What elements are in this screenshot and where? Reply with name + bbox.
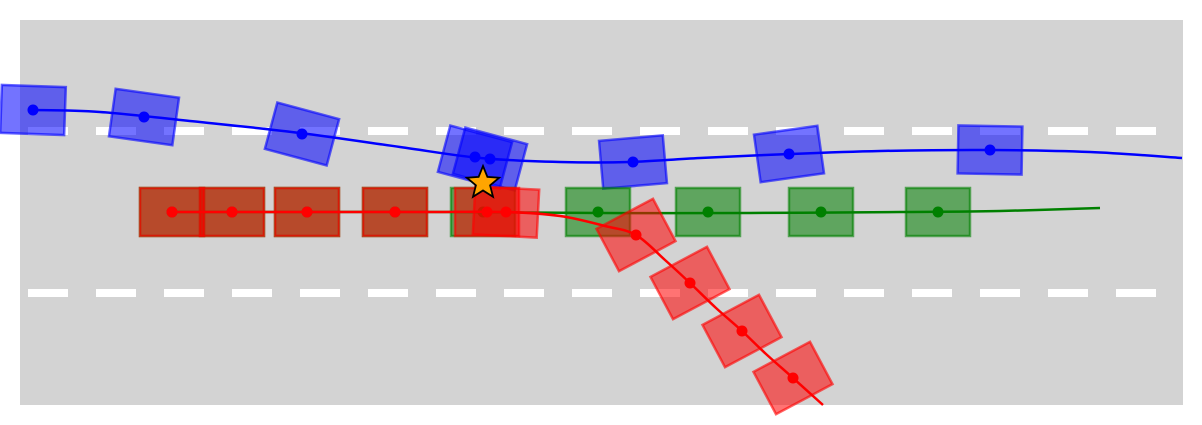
red-vehicle-point-5 xyxy=(500,206,512,218)
red-vehicle-points xyxy=(166,206,799,384)
red-vehicle xyxy=(138,185,835,416)
blue-vehicle-point-0 xyxy=(27,104,39,116)
red-vehicle-point-3 xyxy=(389,206,401,218)
blue-vehicle-point-5 xyxy=(627,156,639,168)
blue-vehicle-point-4 xyxy=(484,153,496,165)
blue-vehicle-point-6 xyxy=(783,148,795,160)
blue-vehicle-point-3 xyxy=(469,151,481,163)
blue-vehicle-point-1 xyxy=(138,111,150,123)
red-vehicle-point-9 xyxy=(787,372,799,384)
red-vehicle-point-2 xyxy=(301,206,313,218)
red-vehicle-point-0 xyxy=(166,206,178,218)
green-vehicle-point-8 xyxy=(932,206,944,218)
blue-vehicle xyxy=(0,83,1183,192)
green-vehicle-point-7 xyxy=(815,206,827,218)
red-vehicle-point-1 xyxy=(226,206,238,218)
agents-layer xyxy=(0,83,1183,416)
red-vehicle-point-8 xyxy=(736,325,748,337)
red-vehicle-point-6 xyxy=(630,229,642,241)
blue-vehicle-point-7 xyxy=(984,144,996,156)
blue-vehicle-points xyxy=(27,104,996,168)
blue-vehicle-point-2 xyxy=(296,128,308,140)
red-vehicle-point-7 xyxy=(684,277,696,289)
red-vehicle-point-4 xyxy=(481,206,493,218)
green-vehicle-point-5 xyxy=(592,206,604,218)
green-vehicle-point-6 xyxy=(702,206,714,218)
event-star-icon xyxy=(464,163,502,199)
marker-layer xyxy=(464,163,502,199)
